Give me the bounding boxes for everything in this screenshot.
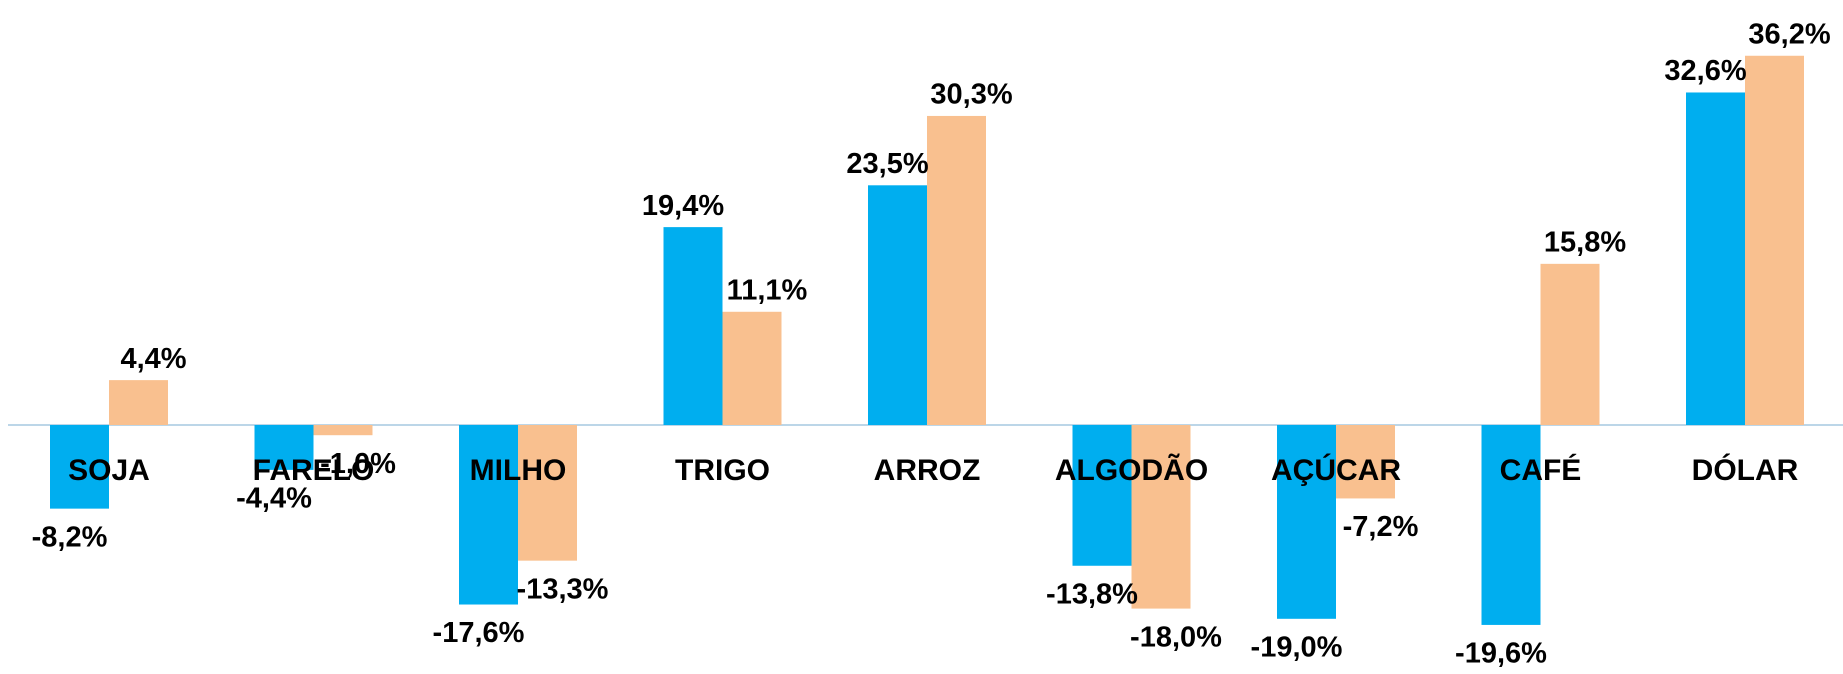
bar <box>1540 263 1600 425</box>
category-label: ARROZ <box>874 454 981 487</box>
category-label: FARELO <box>253 454 375 487</box>
value-label: 23,5% <box>846 148 928 180</box>
value-label: 36,2% <box>1748 18 1830 50</box>
bar <box>313 425 373 436</box>
value-label: -4,4% <box>236 483 312 515</box>
value-label: -19,6% <box>1455 638 1547 670</box>
bar <box>1336 425 1395 499</box>
category-label: SOJA <box>68 454 150 487</box>
value-label: -1,0% <box>320 448 396 480</box>
value-label: 32,6% <box>1664 55 1746 87</box>
bar <box>1481 425 1541 625</box>
category-label: CAFÉ <box>1500 453 1582 487</box>
category-label: DÓLAR <box>1692 453 1799 487</box>
value-label: -18,0% <box>1130 621 1222 653</box>
bar <box>50 425 109 509</box>
value-label: 11,1% <box>727 274 808 306</box>
value-label: -17,6% <box>433 617 525 649</box>
value-label: -7,2% <box>1343 511 1419 543</box>
bar <box>663 227 723 425</box>
value-label: 4,4% <box>120 343 186 375</box>
bar <box>1745 55 1804 425</box>
value-label: -13,8% <box>1046 578 1138 610</box>
category-label: TRIGO <box>675 454 770 487</box>
value-label: -19,0% <box>1251 631 1343 663</box>
bar <box>868 185 927 425</box>
bar <box>927 115 986 425</box>
value-label: -13,3% <box>517 573 609 605</box>
bar <box>254 425 314 470</box>
value-label: -8,2% <box>32 521 108 553</box>
category-label: ALGODÃO <box>1055 453 1208 487</box>
bar <box>1131 425 1191 609</box>
bar <box>722 311 782 425</box>
category-label: MILHO <box>470 454 567 487</box>
bar <box>109 380 168 425</box>
bar <box>1277 425 1336 619</box>
category-label: AÇÚCAR <box>1271 453 1401 487</box>
bar <box>459 425 518 605</box>
bar <box>518 425 577 561</box>
bar <box>1072 425 1132 566</box>
value-label: 19,4% <box>642 190 724 222</box>
value-label: 30,3% <box>930 79 1012 111</box>
value-label: 15,8% <box>1544 226 1626 258</box>
bar <box>1686 92 1745 425</box>
